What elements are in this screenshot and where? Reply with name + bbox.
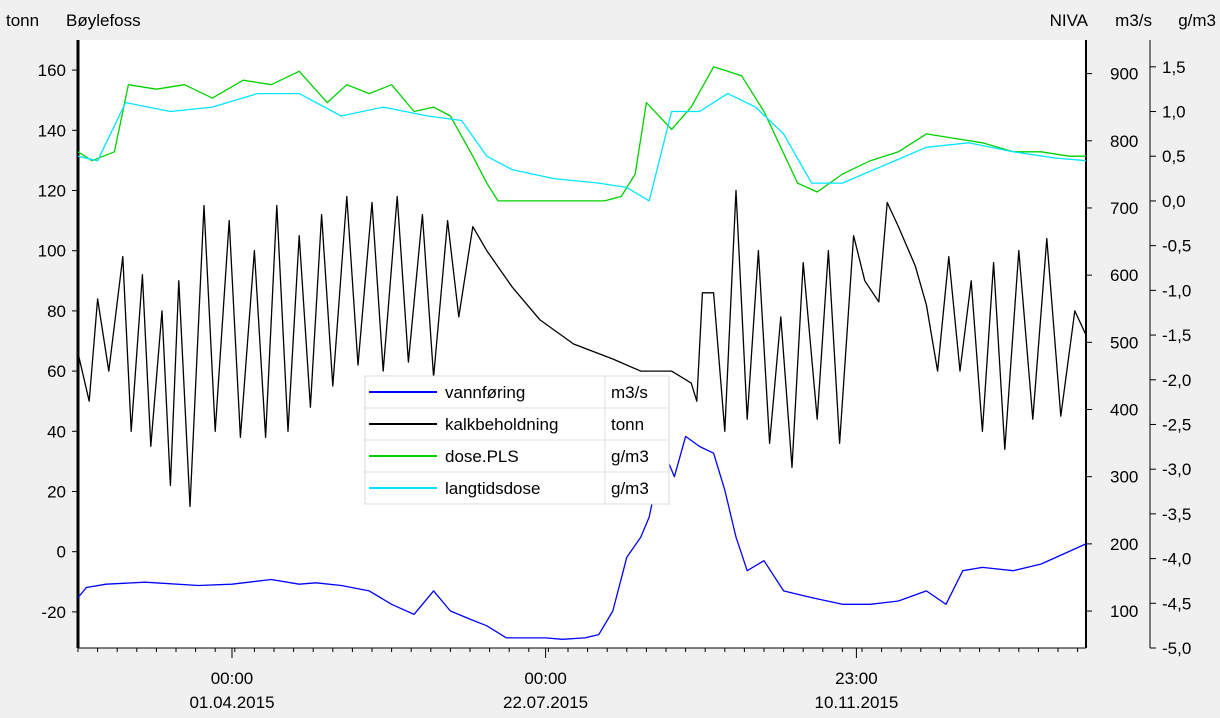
x-tick-date-label: 01.04.2015 — [189, 693, 274, 712]
right-tick-label: -1,0 — [1162, 281, 1191, 300]
left-axis-unit: tonn — [6, 11, 39, 30]
axes: -20 0 20 40 60 80 100 120 140 160 100 200 300 400 500 6… — [38, 40, 1191, 712]
mid-tick-label: 400 — [1110, 401, 1138, 420]
left-tick-label: 100 — [38, 242, 66, 261]
mid-axis-unit: m3/s — [1115, 11, 1152, 30]
right-tick-label: -2,0 — [1162, 371, 1191, 390]
right-tick-label: -2,5 — [1162, 415, 1191, 434]
legend-series-unit: tonn — [611, 415, 644, 434]
x-tick-date-label: 10.11.2015 — [814, 693, 898, 712]
source-label: NIVA — [1050, 11, 1089, 30]
right-tick-label: -4,5 — [1162, 594, 1191, 613]
left-tick-label: 160 — [38, 61, 66, 80]
legend-series-name: kalkbeholdning — [445, 415, 558, 434]
series-line-vannfring — [77, 435, 1087, 640]
legend-series-name: vannføring — [445, 383, 525, 402]
left-tick-label: 0 — [57, 543, 66, 562]
legend-series-name: dose.PLS — [445, 447, 519, 466]
mid-tick-label: 800 — [1110, 132, 1138, 151]
legend-series-unit: g/m3 — [611, 447, 649, 466]
series-line-dosepls — [77, 66, 1086, 202]
series-line-langtidsdose — [77, 92, 1087, 202]
mid-tick-label: 700 — [1110, 199, 1138, 218]
left-tick-label: -20 — [41, 603, 66, 622]
mid-tick-label: 200 — [1110, 535, 1138, 554]
right-tick-label: 1,5 — [1162, 58, 1186, 77]
x-tick-date-label: 22.07.2015 — [503, 693, 588, 712]
right-tick-label: 0,5 — [1162, 147, 1186, 166]
mid-tick-label: 100 — [1110, 602, 1138, 621]
mid-tick-label: 500 — [1110, 333, 1138, 352]
right-tick-label: 1,0 — [1162, 103, 1186, 122]
x-tick-time-label: 00:00 — [524, 669, 567, 688]
left-tick-label: 140 — [38, 121, 66, 140]
right-tick-label: -4,0 — [1162, 550, 1191, 569]
legend-series-unit: g/m3 — [611, 479, 649, 498]
right-axis-unit: g/m3 — [1178, 11, 1216, 30]
right-tick-label: -1,5 — [1162, 326, 1191, 345]
left-tick-label: 40 — [47, 422, 66, 441]
legend: vannføring m3/s kalkbeholdning tonn dose.PLS… — [364, 375, 670, 505]
right-tick-label: -3,5 — [1162, 505, 1191, 524]
mid-tick-label: 300 — [1110, 468, 1138, 487]
right-tick-label: 0,0 — [1162, 192, 1186, 211]
x-tick-time-label: 00:00 — [211, 669, 254, 688]
legend-series-name: langtidsdose — [445, 479, 540, 498]
mid-tick-label: 600 — [1110, 266, 1138, 285]
left-tick-label: 80 — [47, 302, 66, 321]
right-tick-label: -3,0 — [1162, 460, 1191, 479]
left-tick-label: 60 — [47, 362, 66, 381]
site-name: Bøylefoss — [66, 11, 141, 30]
series-line-kalkbeholdning — [77, 189, 1087, 508]
series-lines — [77, 66, 1087, 640]
right-tick-label: -0,5 — [1162, 237, 1191, 256]
mid-tick-label: 900 — [1110, 65, 1138, 84]
x-tick-time-label: 23:00 — [835, 669, 878, 688]
right-tick-label: -5,0 — [1162, 639, 1191, 658]
plot-area — [78, 40, 1086, 648]
left-tick-label: 20 — [47, 482, 66, 501]
legend-series-unit: m3/s — [611, 383, 648, 402]
left-tick-label: 120 — [38, 181, 66, 200]
